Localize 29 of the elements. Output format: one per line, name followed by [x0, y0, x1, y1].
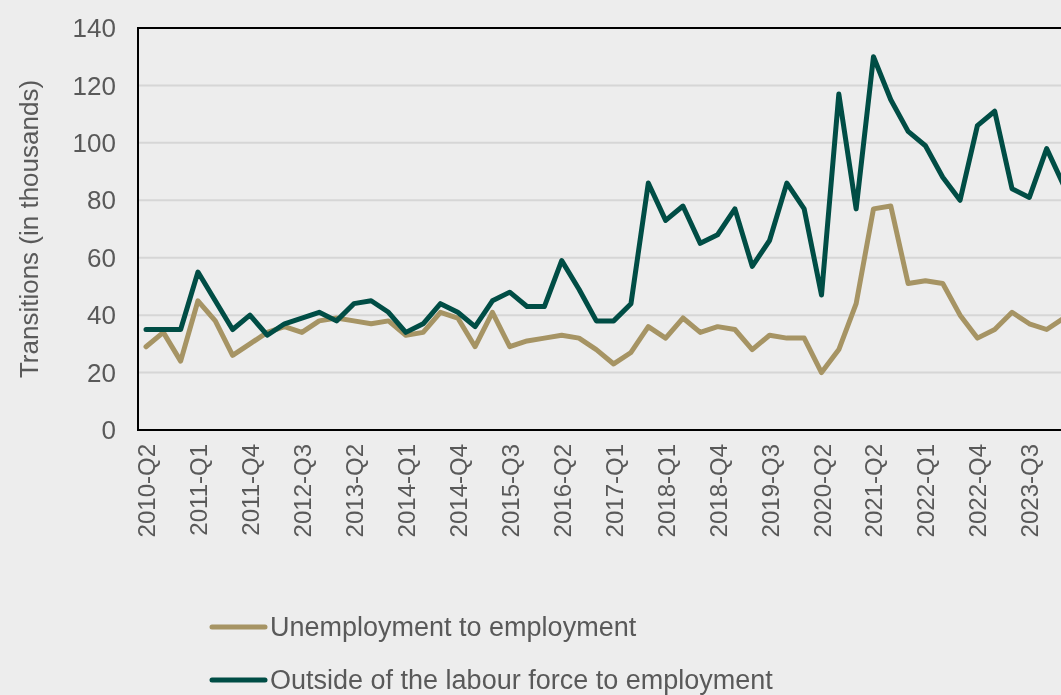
y-tick-label: 120: [72, 70, 116, 101]
x-tick-label: 2010-Q2: [133, 444, 160, 538]
x-tick-label: 2019-Q3: [756, 444, 784, 538]
x-tick-label: 2011-Q4: [236, 444, 264, 536]
x-tick-label: 2017-Q1: [600, 444, 628, 538]
y-axis-title: Transitions (in thousands): [14, 79, 44, 379]
y-tick-label: 100: [72, 127, 116, 158]
x-tick-label: 2018-Q1: [652, 444, 680, 538]
x-tick-label: 2015-Q3: [496, 444, 524, 538]
x-tick-label: 2012-Q3: [288, 444, 316, 538]
y-tick-label: 0: [101, 415, 116, 446]
y-tick-label: 40: [87, 300, 116, 331]
x-tick-label: 2013-Q2: [340, 444, 368, 538]
x-tick-label: 2018-Q4: [704, 444, 732, 538]
legend-label: Outside of the labour force to employment: [270, 665, 774, 695]
x-tick-label: 2021-Q2: [860, 444, 888, 538]
x-tick-label: 2011-Q1: [184, 444, 212, 536]
y-tick-label: 20: [87, 357, 116, 388]
x-tick-label: 2014-Q4: [444, 444, 472, 538]
x-tick-label: 2016-Q2: [548, 444, 576, 538]
y-tick-label: 140: [72, 13, 116, 44]
y-tick-label: 60: [87, 242, 116, 273]
x-tick-label: 2022-Q1: [912, 444, 940, 538]
x-tick-label: 2020-Q2: [808, 444, 836, 538]
x-tick-label: 2014-Q1: [392, 444, 420, 538]
y-tick-label: 80: [87, 185, 116, 216]
x-tick-label: 2022-Q4: [964, 444, 992, 538]
x-tick-label: 2023-Q3: [1016, 444, 1044, 538]
legend-label: Unemployment to employment: [270, 612, 637, 643]
